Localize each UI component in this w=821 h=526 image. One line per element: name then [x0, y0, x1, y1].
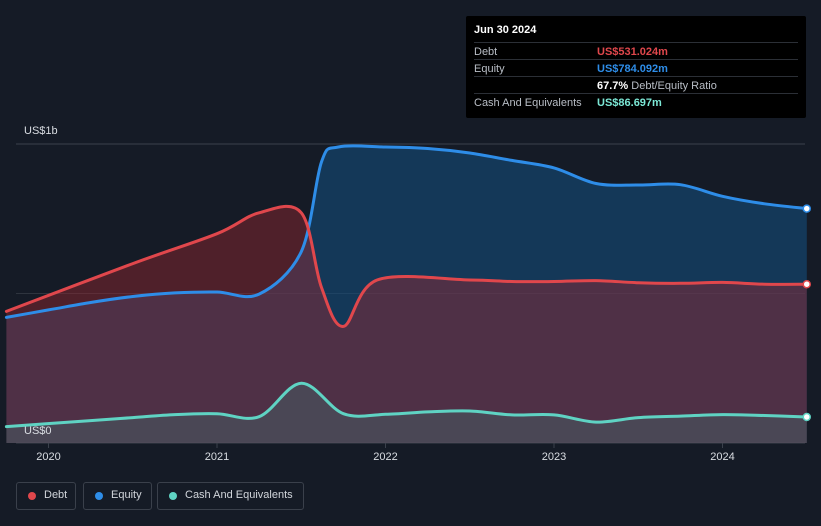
tooltip-row-ratio: 67.7% Debt/Equity Ratio [474, 76, 798, 94]
equity-dot-icon [95, 492, 103, 500]
tooltip-date: Jun 30 2024 [474, 24, 537, 36]
legend-label: Debt [44, 489, 68, 501]
cash-dot-icon [169, 492, 177, 500]
y-tick-label-bottom: US$0 [24, 425, 52, 437]
legend-item-equity[interactable]: Equity [83, 482, 152, 510]
x-tick-label: 2023 [542, 451, 566, 463]
equity-line [4, 144, 809, 319]
tooltip-ratio-note: Debt/Equity Ratio [631, 80, 717, 92]
series-areas [6, 145, 807, 444]
tooltip-ratio: 67.7% Debt/Equity Ratio [597, 80, 717, 92]
tooltip-row-equity: Equity US$784.092m [474, 59, 798, 77]
cash-and-equivalents-end-marker [802, 412, 811, 422]
tooltip-label: Cash And Equivalents [474, 97, 582, 109]
tooltip-label: Equity [474, 63, 505, 75]
equity-area [6, 145, 807, 444]
tooltip-ratio-value: 67.7% [597, 80, 629, 92]
y-tick-label-top: US$1b [24, 125, 58, 137]
debt-dot-icon [28, 492, 36, 500]
debt-end-marker [802, 279, 811, 289]
x-tick-label: 2024 [710, 451, 734, 463]
x-axis-ticks: 2020 2021 2022 2023 2024 [36, 443, 735, 463]
legend-label: Cash And Equivalents [185, 489, 293, 501]
x-tick-label: 2022 [373, 451, 397, 463]
legend-label: Equity [111, 489, 142, 501]
legend-item-debt[interactable]: Debt [16, 482, 76, 510]
legend-item-cash[interactable]: Cash And Equivalents [157, 482, 304, 510]
tooltip-value-debt: US$531.024m [597, 46, 668, 58]
tooltip-label: Debt [474, 46, 498, 58]
cash-and-equivalents-area [6, 383, 807, 443]
series-lines [4, 144, 809, 429]
tooltip-row-debt: Debt US$531.024m [474, 42, 798, 60]
tooltip-row-cash: Cash And Equivalents US$86.697m [474, 93, 798, 111]
data-tooltip: Jun 30 2024 Debt US$531.024m Equity US$7… [466, 16, 806, 118]
x-tick-label: 2021 [205, 451, 229, 463]
tooltip-value-equity: US$784.092m [597, 63, 668, 75]
series-end-markers [802, 204, 811, 422]
debt-line [4, 204, 809, 328]
debt-area [6, 206, 807, 443]
equity-end-marker [802, 204, 811, 213]
x-tick-label: 2020 [36, 451, 60, 463]
tooltip-value-cash: US$86.697m [597, 97, 662, 109]
cash-and-equivalents-line [4, 381, 809, 429]
